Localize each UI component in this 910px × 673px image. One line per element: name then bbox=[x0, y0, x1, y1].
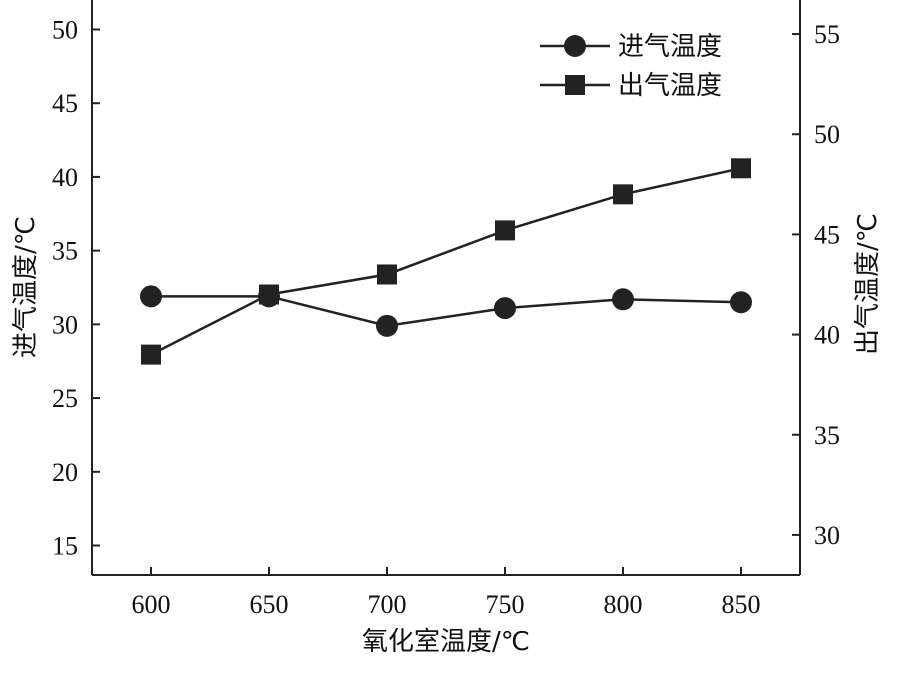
legend-label-outlet: 出气温度 bbox=[618, 71, 722, 101]
data-point-outlet bbox=[141, 344, 161, 365]
y-axis-title-right: 出气温度/℃ bbox=[853, 213, 883, 355]
y-right-tick-label: 30 bbox=[814, 521, 840, 550]
x-axis-title: 氧化室温度/℃ bbox=[362, 627, 530, 657]
y-left-tick-label: 20 bbox=[52, 458, 78, 487]
series-line-1 bbox=[150, 167, 742, 356]
x-tick-label: 650 bbox=[250, 590, 289, 619]
data-point-outlet bbox=[731, 158, 751, 179]
data-point-inlet bbox=[140, 285, 162, 308]
x-tick-label: 800 bbox=[604, 590, 643, 619]
y-right-tick-label: 50 bbox=[814, 120, 840, 149]
y-left-tick-label: 50 bbox=[52, 15, 78, 44]
legend: 进气温度 出气温度 bbox=[540, 32, 722, 101]
series-line-0 bbox=[151, 295, 742, 328]
x-tick-label: 600 bbox=[132, 590, 171, 619]
y-right-tick-label: 35 bbox=[814, 421, 840, 450]
y-axis-title-left: 进气温度/℃ bbox=[11, 216, 41, 358]
y-left-tick-label: 30 bbox=[52, 310, 78, 339]
data-point-outlet bbox=[259, 284, 279, 305]
y-right-tick-label: 40 bbox=[814, 321, 840, 350]
data-point-outlet bbox=[377, 264, 397, 285]
x-tick-label: 750 bbox=[486, 590, 525, 619]
legend-label-inlet: 进气温度 bbox=[618, 32, 722, 62]
data-point-inlet bbox=[494, 297, 516, 320]
data-point-inlet bbox=[376, 314, 398, 337]
y-left-tick-label: 40 bbox=[52, 163, 78, 192]
y-right-tick-label: 55 bbox=[814, 20, 840, 49]
data-point-inlet bbox=[730, 291, 752, 314]
y-right-tick-label: 45 bbox=[814, 220, 840, 249]
y-left-tick-label: 25 bbox=[52, 384, 78, 413]
legend-marker-outlet bbox=[565, 75, 585, 95]
y-left-tick-label: 45 bbox=[52, 89, 78, 118]
legend-marker-inlet bbox=[564, 35, 586, 57]
x-tick-label: 850 bbox=[722, 590, 761, 619]
data-point-inlet bbox=[612, 288, 634, 311]
data-point-outlet bbox=[495, 220, 515, 241]
y-left-tick-label: 15 bbox=[52, 532, 78, 561]
data-point-outlet bbox=[613, 184, 633, 205]
x-tick-label: 700 bbox=[368, 590, 407, 619]
y-left-tick-label: 35 bbox=[52, 237, 78, 266]
